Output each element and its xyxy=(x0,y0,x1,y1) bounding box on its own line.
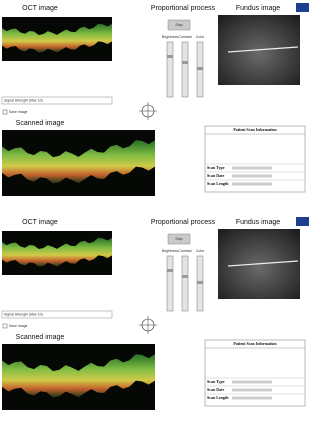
process-label: Proportional process xyxy=(151,5,216,12)
info-box xyxy=(204,339,306,407)
oct-label: OCT image xyxy=(22,5,58,12)
signal-bar xyxy=(1,96,113,105)
info-field: Scan Date xyxy=(207,387,224,392)
slider-thumb[interactable] xyxy=(167,55,173,58)
slider-label: Brightness xyxy=(162,249,179,253)
retina-layer xyxy=(2,354,155,398)
signal-label: Signal Strength (Max 10) xyxy=(4,98,43,102)
slider-track xyxy=(166,255,174,312)
signal-bar xyxy=(1,310,113,319)
slider-thumb[interactable] xyxy=(167,269,173,272)
stop-label: Stop xyxy=(175,237,182,241)
fundus-label: Fundus image xyxy=(236,5,280,12)
info-field: Scan Type xyxy=(207,165,225,170)
retina-layer xyxy=(2,23,112,53)
scanned-label: Scanned image xyxy=(16,334,65,341)
slider-track xyxy=(181,41,189,98)
info-box xyxy=(204,125,306,193)
retina-layer xyxy=(2,140,155,184)
screenshot: OCT image Proportional process Stop Brightn… xyxy=(1,3,309,410)
info-field: Scan Type xyxy=(207,379,225,384)
slider-thumb[interactable] xyxy=(197,281,203,284)
logo xyxy=(296,217,309,226)
oct-label: OCT image xyxy=(22,219,58,226)
slider-label: Color xyxy=(196,249,205,253)
fundus-label: Fundus image xyxy=(236,219,280,226)
slider-thumb[interactable] xyxy=(182,275,188,278)
retina-layer xyxy=(2,237,112,267)
panel: OCT image Proportional process Stop Brightn… xyxy=(1,217,309,410)
info-title: Patient Scan Information xyxy=(233,127,277,132)
slider-label: Color xyxy=(196,35,205,39)
panel: OCT image Proportional process Stop Brightn… xyxy=(1,3,309,196)
info-title: Patient Scan Information xyxy=(233,341,277,346)
scanned-label: Scanned image xyxy=(16,120,65,127)
slider-label: Brightness xyxy=(162,35,179,39)
info-value xyxy=(232,380,272,384)
save-label: Save image xyxy=(9,110,28,114)
slider-label: Contrast xyxy=(178,35,191,39)
slider-thumb[interactable] xyxy=(182,61,188,64)
info-value xyxy=(232,396,272,400)
info-value xyxy=(232,388,272,392)
slider-track xyxy=(181,255,189,312)
info-field: Scan Length xyxy=(207,395,229,400)
slider-thumb[interactable] xyxy=(197,67,203,70)
info-value xyxy=(232,174,272,178)
save-checkbox[interactable] xyxy=(2,109,8,115)
stop-button[interactable] xyxy=(167,19,191,31)
info-value xyxy=(232,182,272,186)
info-field: Scan Length xyxy=(207,181,229,186)
logo xyxy=(296,3,309,12)
save-label: Save image xyxy=(9,324,28,328)
info-field: Scan Date xyxy=(207,173,224,178)
slider-track xyxy=(166,41,174,98)
slider-label: Contrast xyxy=(178,249,191,253)
process-label: Proportional process xyxy=(151,219,216,226)
save-checkbox[interactable] xyxy=(2,323,8,329)
stop-label: Stop xyxy=(175,23,182,27)
fundus-scan-line xyxy=(227,46,299,53)
fundus-scan-line xyxy=(227,260,299,267)
info-value xyxy=(232,166,272,170)
stop-button[interactable] xyxy=(167,233,191,245)
signal-label: Signal Strength (Max 10) xyxy=(4,312,43,316)
